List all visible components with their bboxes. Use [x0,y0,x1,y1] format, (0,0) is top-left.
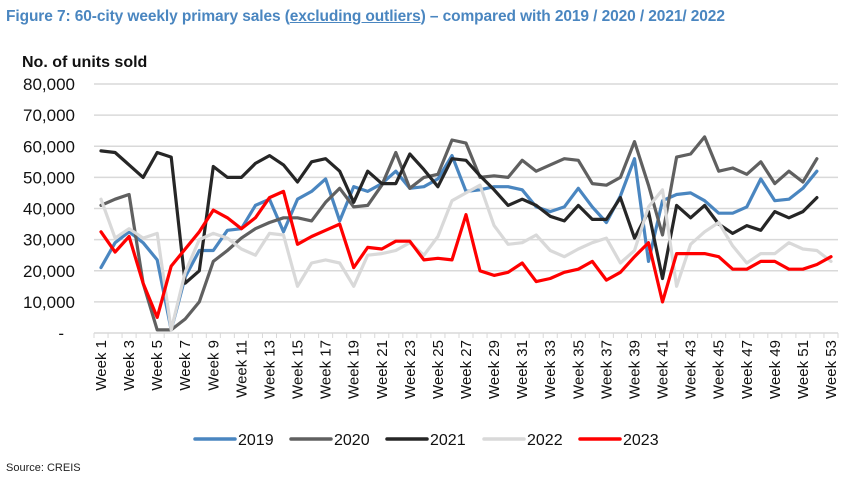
series-line-2021 [99,149,819,285]
y-tick-label: 50,000 [23,168,75,187]
legend-label-2023: 2023 [623,432,659,449]
y-axis-ticks: - 10,000 20,000 30,000 40,000 50,000 60,000 70,… [23,75,75,343]
y-axis-title: No. of units sold [22,54,147,71]
y-tick-label: 80,000 [23,75,75,94]
x-tick-label: Week 3 [121,340,138,391]
x-tick-label: Week 49 [767,340,784,399]
x-tick-label: Week 39 [626,340,643,399]
x-tick-label: Week 13 [261,340,278,399]
y-tick-label: 30,000 [23,231,75,250]
x-tick-label: Week 31 [514,340,531,399]
legend-label-2020: 2020 [334,432,370,449]
x-tick-label: Week 35 [570,340,587,399]
x-tick-label: Week 5 [149,340,166,391]
title-suffix: ) – compared with 2019 / 2020 / 2021/ 20… [420,8,725,25]
x-tick-label: Week 11 [233,340,250,398]
legend-label-2021: 2021 [430,432,466,449]
x-tick-label: Week 1 [93,340,110,391]
y-tick-label: 70,000 [23,106,75,125]
x-tick-label: Week 29 [486,340,503,399]
series-line-2023 [99,189,833,319]
y-tick-label: 10,000 [23,293,75,312]
x-tick-label: Week 45 [711,340,728,399]
x-tick-label: Week 9 [205,340,222,391]
y-tick-label: - [58,324,64,343]
x-tick-label: Week 19 [346,340,363,399]
series-line-2020 [99,135,819,332]
x-tick-label: Week 53 [823,340,840,399]
x-tick-label: Week 41 [655,340,672,399]
series-line-2022 [99,183,833,332]
x-tick-label: Week 37 [598,340,615,399]
legend-label-2019: 2019 [238,432,274,449]
x-axis: Week 1 Week 3 Week 5 Week 7 Week 9 Week 11 Wee… [93,332,840,399]
x-tick-label: Week 15 [290,340,307,399]
x-tick-label: Week 17 [318,340,335,399]
source-note: Source: CREIS [6,462,81,474]
x-tick-label: Week 21 [374,340,391,399]
y-tick-label: 40,000 [23,200,75,219]
series-lines [99,135,833,332]
legend: 2019 2020 2021 2022 2023 [193,432,659,449]
x-tick-label: Week 47 [739,340,756,399]
x-tick-label: Week 25 [430,340,447,399]
x-tick-label: Week 33 [542,340,559,399]
figure-title: Figure 7: 60-city weekly primary sales (… [6,8,725,26]
title-prefix: Figure 7: 60-city weekly primary sales ( [6,8,290,25]
x-tick-label: Week 27 [458,340,475,399]
legend-label-2022: 2022 [527,432,563,449]
x-tick-label: Week 43 [683,340,700,399]
x-tick-label: Week 7 [177,340,194,391]
gridlines [94,83,838,303]
title-underlined: excluding outliers [289,8,421,25]
series-line-2019 [99,154,819,332]
y-tick-label: 60,000 [23,137,75,156]
line-chart: No. of units sold - 10,000 20,000 30,000 40,… [22,54,840,449]
y-tick-label: 20,000 [23,262,75,281]
x-tick-label: Week 51 [795,340,812,399]
x-tick-label: Week 23 [402,340,419,399]
